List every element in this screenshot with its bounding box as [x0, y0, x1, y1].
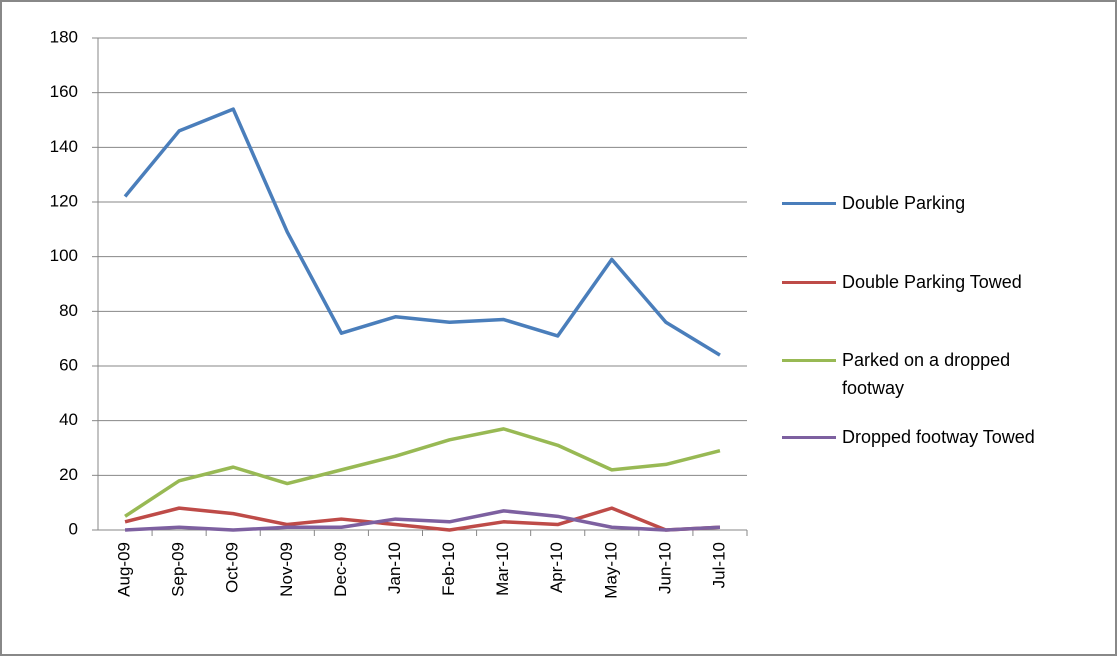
x-tick-label: Oct-09: [223, 542, 242, 593]
x-tick-label: Apr-10: [547, 542, 566, 593]
y-tick-label: 20: [59, 465, 78, 484]
y-tick-label: 160: [50, 82, 78, 101]
legend-label: Dropped footway Towed: [842, 427, 1035, 447]
legend-label: Double Parking: [842, 193, 966, 213]
y-tick-label: 100: [50, 246, 78, 265]
x-tick-label: Jun-10: [655, 542, 674, 594]
x-tick-label: Feb-10: [439, 542, 458, 596]
x-tick-label: Mar-10: [493, 542, 512, 596]
y-tick-label: 80: [59, 301, 78, 320]
series-line: [123, 107, 721, 357]
y-tick-label: 0: [69, 519, 78, 538]
x-tick-label: Nov-09: [277, 542, 296, 597]
x-tick-label: Sep-09: [169, 542, 188, 597]
series-line: [124, 506, 721, 532]
y-tick-label: 40: [59, 410, 78, 429]
x-tick-label: May-10: [601, 542, 620, 599]
y-tick-label: 140: [50, 137, 78, 156]
x-tick-label: Dec-09: [331, 542, 350, 597]
x-tick-label: Jan-10: [385, 542, 404, 594]
legend-swatch: [782, 359, 836, 362]
legend-swatch: [782, 281, 836, 284]
x-tick-label: Jul-10: [709, 542, 728, 588]
legend-label: Double Parking Towed: [842, 272, 1022, 292]
series-line: [124, 509, 721, 532]
series-line: [124, 427, 721, 518]
x-tick-label: Aug-09: [115, 542, 134, 597]
legend-swatch: [782, 436, 836, 439]
y-tick-label: 60: [59, 355, 78, 374]
y-tick-label: 180: [50, 27, 78, 46]
legend-label: Parked on a dropped footway: [842, 350, 1011, 398]
y-tick-label: 120: [50, 191, 78, 210]
legend-swatch: [782, 202, 836, 205]
